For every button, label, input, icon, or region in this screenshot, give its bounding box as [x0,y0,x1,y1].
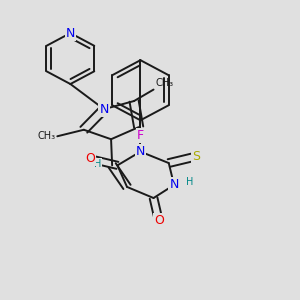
Text: O: O [154,214,164,227]
Text: N: N [169,178,179,191]
Text: N: N [99,103,109,116]
Text: CH₃: CH₃ [155,78,173,88]
Text: H: H [94,159,102,169]
Text: S: S [192,150,200,163]
Text: O: O [85,152,95,165]
Text: CH₃: CH₃ [38,131,56,141]
Text: H: H [186,177,193,187]
Text: N: N [136,145,145,158]
Text: N: N [66,27,75,40]
Text: F: F [137,130,144,142]
